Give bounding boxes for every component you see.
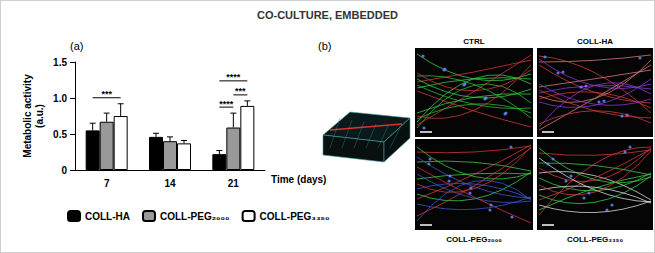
- svg-text:14: 14: [164, 178, 176, 189]
- svg-text:21: 21: [228, 178, 240, 189]
- svg-text:(b): (b): [318, 40, 331, 52]
- svg-text:Metabolic activity: Metabolic activity: [22, 74, 33, 158]
- svg-text:0: 0: [61, 165, 67, 176]
- svg-text:COLL-HA: COLL-HA: [577, 37, 613, 46]
- svg-text:COLL-PEG₃₃₅₀: COLL-PEG₃₃₅₀: [567, 235, 623, 244]
- svg-text:COLL-PEG₂₀₀₀: COLL-PEG₂₀₀₀: [446, 235, 502, 244]
- svg-text:7: 7: [104, 178, 110, 189]
- svg-text:1.5: 1.5: [53, 57, 67, 68]
- svg-text:****: ****: [219, 99, 234, 109]
- svg-text:COLL-PEG₂₀₀₀: COLL-PEG₂₀₀₀: [160, 211, 230, 222]
- svg-text:Time (days): Time (days): [271, 174, 326, 185]
- svg-text:(a.u.): (a.u.): [34, 104, 45, 128]
- svg-text:0.5: 0.5: [53, 129, 67, 140]
- svg-text:CO-CULTURE, EMBEDDED: CO-CULTURE, EMBEDDED: [257, 9, 398, 21]
- svg-text:COLL-HA: COLL-HA: [85, 211, 130, 222]
- svg-text:****: ****: [226, 72, 241, 82]
- svg-text:CTRL: CTRL: [463, 37, 484, 46]
- svg-text:***: ***: [235, 86, 246, 96]
- svg-text:1.0: 1.0: [53, 93, 67, 104]
- svg-text:***: ***: [101, 89, 112, 99]
- svg-text:COLL-PEG₃₃₅₀: COLL-PEG₃₃₅₀: [260, 211, 330, 222]
- svg-text:(a): (a): [70, 40, 83, 52]
